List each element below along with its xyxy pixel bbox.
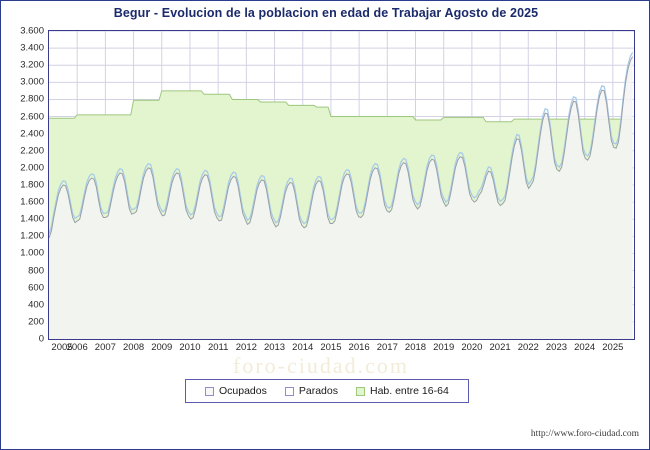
x-tick-label: 2008 — [123, 342, 145, 353]
y-tick-label: 2.600 — [20, 111, 44, 123]
y-tick-label: 0 — [38, 333, 44, 345]
y-tick-label: 3.400 — [20, 42, 44, 54]
y-tick-label: 2.200 — [20, 145, 44, 157]
y-tick-label: 1.400 — [20, 213, 44, 225]
x-tick-label: 2025 — [602, 342, 624, 353]
x-tick-label: 2005 — [51, 342, 73, 353]
legend-label: Parados — [298, 385, 338, 397]
x-tick-label: 2016 — [348, 342, 370, 353]
x-tick-label: 2012 — [235, 342, 257, 353]
x-tick-label: 2020 — [461, 342, 483, 353]
y-tick-label: 1.600 — [20, 196, 44, 208]
y-tick-label: 3.000 — [20, 76, 44, 88]
y-tick-label: 2.800 — [20, 93, 44, 105]
legend-label: Ocupados — [219, 385, 267, 397]
legend-swatch — [355, 386, 365, 396]
x-tick-label: 2018 — [404, 342, 427, 353]
watermark-text: foro-ciudad.com — [233, 353, 409, 378]
y-tick-label: 800 — [28, 265, 44, 277]
y-tick-label: 1.800 — [20, 179, 44, 191]
x-tick-label: 2017 — [376, 342, 398, 353]
chart-title: Begur - Evolucion de la poblacion en eda… — [113, 6, 539, 20]
y-tick-label: 3.600 — [20, 25, 44, 37]
y-axis: 0 200 400 600 800 1.000 1.200 1.400 1.600 1.800 2.… — [1, 26, 44, 345]
legend-item: Hab. entre 16-64 — [355, 385, 449, 397]
y-tick-label: 2.000 — [20, 162, 44, 174]
chart-legend: Ocupados Parados Hab. entre 16-64 — [185, 379, 469, 403]
y-tick-label: 400 — [28, 299, 44, 311]
y-tick-label: 1.000 — [20, 247, 44, 259]
x-tick-label: 2015 — [320, 342, 342, 353]
x-tick-label: 2010 — [179, 342, 201, 353]
footer-url: http://www.foro-ciudad.com — [530, 429, 639, 439]
y-tick-label: 200 — [28, 316, 44, 328]
x-tick-label: 2009 — [151, 342, 173, 353]
x-tick-label: 2023 — [545, 342, 568, 353]
x-tick-label: 2007 — [94, 342, 116, 353]
legend-swatch — [284, 386, 294, 396]
legend-label: Hab. entre 16-64 — [369, 385, 449, 397]
chart-svg — [49, 31, 634, 339]
legend-item: Ocupados — [205, 385, 267, 397]
legend-item: Parados — [284, 385, 338, 397]
x-tick-label: 2011 — [207, 342, 229, 353]
x-tick-label: 2021 — [489, 342, 511, 353]
legend-swatch — [205, 386, 214, 396]
x-tick-label: 2019 — [433, 342, 455, 353]
x-axis: 2005 2006 2007 2008 2009 2010 2011 2012 2013 2014… — [48, 342, 635, 356]
x-tick-label: 2006 — [66, 342, 88, 353]
y-tick-label: 2.400 — [20, 128, 44, 140]
plot-wrapper — [48, 30, 635, 340]
x-tick-label: 2013 — [263, 342, 286, 353]
y-tick-label: 600 — [28, 282, 44, 294]
x-tick-label: 2014 — [292, 342, 314, 353]
x-tick-label: 2022 — [517, 342, 539, 353]
y-tick-label: 1.200 — [20, 230, 44, 242]
plot-area — [48, 30, 635, 340]
y-tick-label: 3.200 — [20, 59, 44, 71]
x-tick-label: 2024 — [574, 342, 596, 353]
